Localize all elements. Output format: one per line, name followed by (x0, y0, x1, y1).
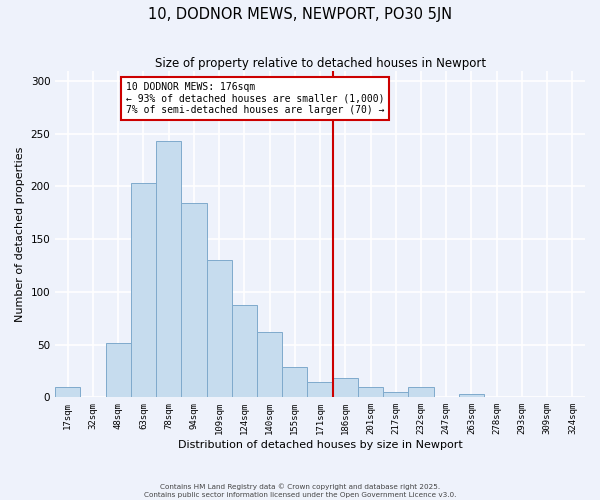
Bar (181, 204, 206, 398)
Text: 10 DODNOR MEWS: 176sqm
← 93% of detached houses are smaller (1,000)
7% of semi-d: 10 DODNOR MEWS: 176sqm ← 93% of detached… (126, 82, 385, 116)
Bar (383, 392, 409, 398)
Bar (332, 378, 358, 398)
Text: 10, DODNOR MEWS, NEWPORT, PO30 5JN: 10, DODNOR MEWS, NEWPORT, PO30 5JN (148, 8, 452, 22)
X-axis label: Distribution of detached houses by size in Newport: Distribution of detached houses by size … (178, 440, 463, 450)
Title: Size of property relative to detached houses in Newport: Size of property relative to detached ho… (155, 58, 485, 70)
Bar (131, 184, 156, 398)
Bar (232, 304, 257, 398)
Bar (409, 387, 434, 398)
Bar (55, 387, 80, 398)
Bar (106, 342, 131, 398)
Bar (206, 260, 232, 398)
Bar (282, 367, 307, 398)
Y-axis label: Number of detached properties: Number of detached properties (15, 146, 25, 322)
Bar (358, 387, 383, 398)
Text: Contains HM Land Registry data © Crown copyright and database right 2025.
Contai: Contains HM Land Registry data © Crown c… (144, 484, 456, 498)
Bar (459, 394, 484, 398)
Bar (257, 332, 282, 398)
Bar (307, 382, 332, 398)
Bar (156, 141, 181, 398)
